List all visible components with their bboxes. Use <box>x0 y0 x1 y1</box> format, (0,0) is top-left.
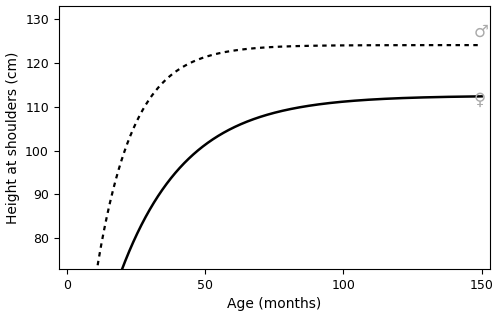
Text: ♀: ♀ <box>474 91 486 109</box>
Y-axis label: Height at shoulders (cm): Height at shoulders (cm) <box>6 51 20 223</box>
X-axis label: Age (months): Age (months) <box>227 297 322 311</box>
Text: ♂: ♂ <box>474 23 488 41</box>
